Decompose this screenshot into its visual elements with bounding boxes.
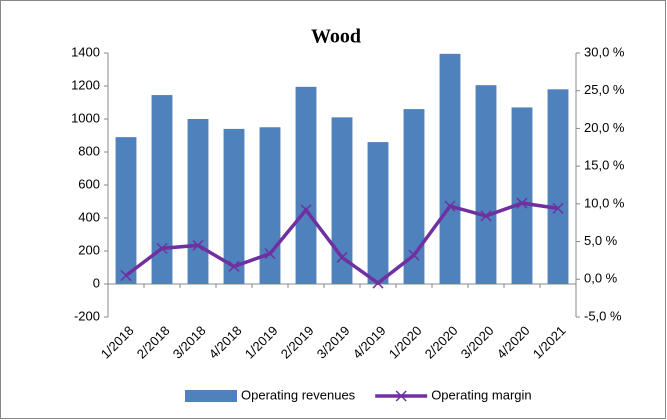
y-tick-label: 1000 <box>71 110 100 125</box>
bar <box>511 107 533 284</box>
chart-title: Wood <box>311 26 361 48</box>
y-tick-label: 400 <box>78 209 100 224</box>
marker <box>336 251 348 263</box>
y2-tick-label: 25,0 % <box>584 82 625 97</box>
y-tick-label: 200 <box>78 242 100 257</box>
y-tick-label: 800 <box>78 143 100 158</box>
bar <box>547 89 569 284</box>
y2-tick-label: 10,0 % <box>584 195 625 210</box>
marker <box>156 242 168 254</box>
y2-tick-label: -5,0 % <box>584 308 622 323</box>
bar <box>223 128 245 284</box>
y-tick-label: 600 <box>78 176 100 191</box>
legend-swatch <box>185 390 237 402</box>
marker <box>444 200 456 212</box>
y2-tick-label: 0,0 % <box>584 271 618 286</box>
bar <box>187 119 209 284</box>
bar <box>439 53 461 285</box>
y2-tick-label: 20,0 % <box>584 120 625 135</box>
bar <box>403 109 425 284</box>
marker <box>192 239 204 251</box>
legend-marker <box>395 390 407 402</box>
marker <box>408 249 420 261</box>
y-tick-label: -200 <box>74 308 100 323</box>
marker <box>228 260 240 272</box>
marker <box>372 277 384 289</box>
y2-tick-label: 15,0 % <box>584 158 625 173</box>
y-tick-label: 1400 <box>71 44 100 59</box>
bar <box>331 117 353 284</box>
bar <box>115 137 137 284</box>
y-tick-label: 1200 <box>71 77 100 92</box>
y2-tick-label: 5,0 % <box>584 233 618 248</box>
marker <box>516 197 528 209</box>
bar <box>151 95 173 284</box>
marker <box>552 202 564 214</box>
bar <box>367 142 389 284</box>
bar <box>475 85 497 284</box>
y2-tick-label: 30,0 % <box>584 44 625 59</box>
marker <box>300 204 312 216</box>
bar <box>295 86 317 284</box>
marker <box>120 269 132 282</box>
legend-label: Operating margin <box>431 387 531 402</box>
marker <box>264 248 276 260</box>
legend-label: Operating revenues <box>241 387 356 402</box>
marker <box>480 210 492 222</box>
bar <box>259 127 281 284</box>
y-tick-label: 0 <box>93 275 100 290</box>
